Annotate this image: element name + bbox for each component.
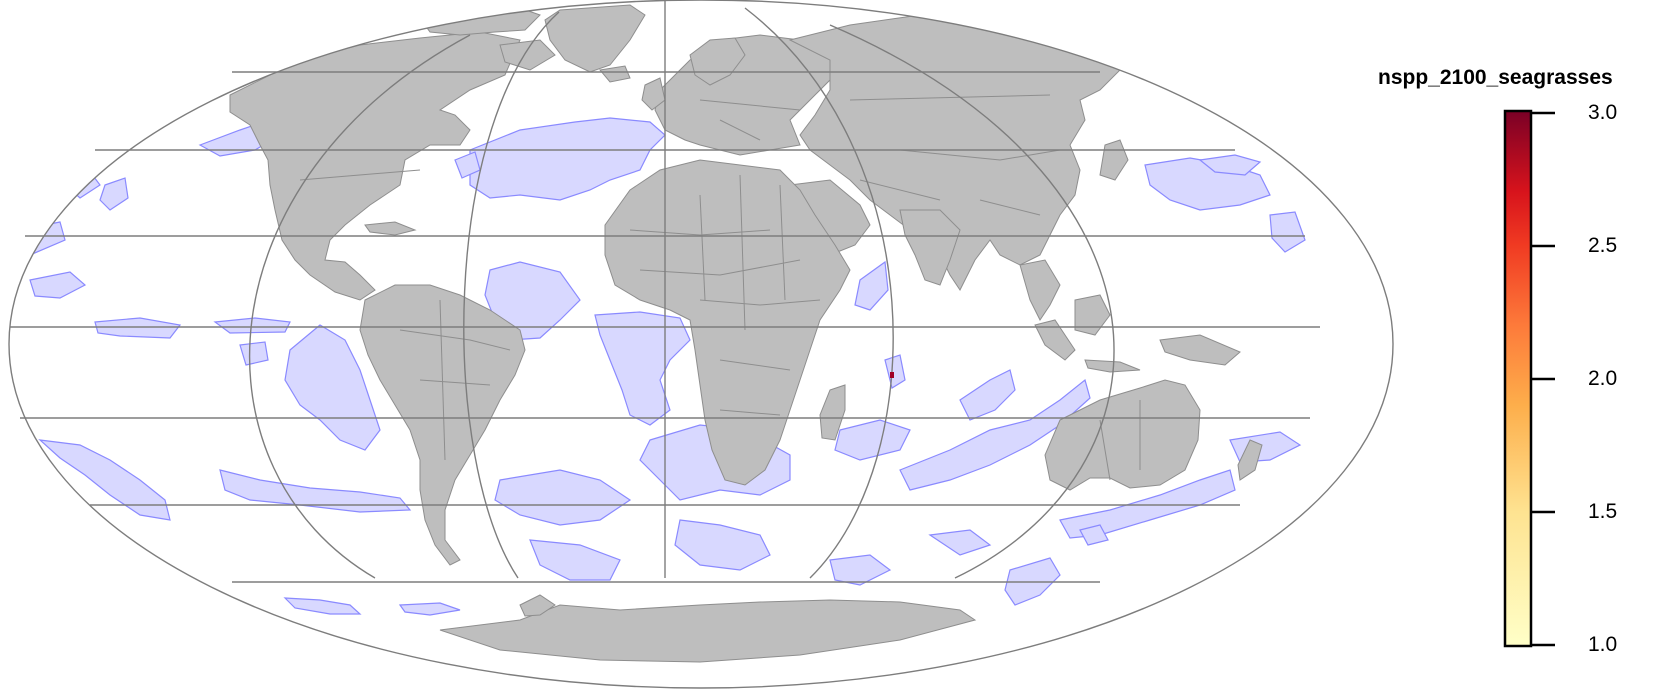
land-greenland [544, 4, 646, 73]
land-sumatra [1034, 319, 1076, 361]
legend-colorbar [1503, 109, 1555, 648]
ocean-patch-east-africa [854, 260, 889, 311]
meridian-line [744, 7, 894, 579]
globe-outline [8, 0, 1394, 689]
ocean-patch-mid-atlantic [594, 311, 691, 426]
ocean-patch-madagascar-east [884, 354, 906, 389]
land-new-guinea [1159, 334, 1241, 366]
ocean-patch-south-atlantic [494, 469, 632, 526]
land-se-asia [1019, 259, 1061, 321]
land-south-america [359, 284, 526, 566]
land-uk [641, 77, 666, 111]
land-cuba [364, 221, 417, 236]
land-new-zealand [1237, 439, 1263, 481]
graticule [8, 0, 1394, 689]
land-java [1084, 359, 1141, 373]
ocean-patch-west-pacific-3 [1269, 211, 1306, 253]
ocean-patch-south-pacific-east [1229, 431, 1302, 463]
ocean-patch-central-atlantic [484, 261, 581, 341]
colorbar-tick-label: 2.5 [1588, 234, 1618, 257]
high-value-cell [890, 372, 894, 378]
colorbar-tick-label: 2.0 [1588, 367, 1618, 390]
ocean-patch-pacific-west-coast [239, 341, 269, 366]
ocean-patch-equator-pacific [94, 317, 182, 339]
land-antarctica [439, 599, 977, 663]
land-japan [1099, 139, 1129, 181]
land-india [899, 209, 961, 286]
land-madagascar [819, 384, 846, 441]
colorbar-tick-label: 3.0 [1588, 101, 1618, 124]
colorbar-tick-label: 1.5 [1588, 500, 1618, 523]
legend-title: nspp_2100_seagrasses [1378, 66, 1613, 89]
ocean-patch-southern-ocean-3 [928, 529, 992, 556]
meridian-line [248, 34, 471, 579]
colorbar-gradient [1503, 109, 1533, 648]
ocean-patch-west-edge-2 [29, 271, 87, 299]
land-borneo [1074, 294, 1111, 336]
ocean-patch-south-pacific-mid [219, 469, 412, 513]
ocean-patch-indian-ocean-east [959, 369, 1016, 421]
ocean-patch-south-atlantic-4 [674, 519, 771, 571]
ocean-patch-south-pacific-south [283, 597, 362, 615]
land-scandinavia [689, 37, 746, 86]
ocean-patch-west-pacific-2 [1198, 154, 1262, 176]
meridian-line [463, 11, 560, 579]
ocean-patch-antarctic-2 [1079, 524, 1109, 546]
land-iceland [599, 65, 631, 83]
ocean-patch-north-atlantic [469, 117, 666, 201]
ocean-patch-north-pacific-small [99, 177, 129, 211]
land-layer [229, 4, 1263, 663]
colorbar-tick-label: 1.0 [1588, 633, 1618, 656]
ocean-patch-indian-ocean-west [834, 419, 911, 461]
ocean-patch-south-pacific-west [38, 439, 171, 521]
ocean-patch-southern-ocean-2 [829, 554, 892, 586]
ocean-patch-indian-ocean-central [899, 378, 1091, 491]
ocean-patch-south-atlantic-2 [529, 539, 621, 581]
ocean-patch-east-pacific [284, 324, 381, 451]
country-borders [299, 94, 1141, 481]
ocean-patch-antarctic [398, 602, 461, 616]
meridian-line [829, 24, 1115, 579]
land-antarctic-peninsula [519, 594, 556, 617]
land-africa [604, 159, 851, 486]
